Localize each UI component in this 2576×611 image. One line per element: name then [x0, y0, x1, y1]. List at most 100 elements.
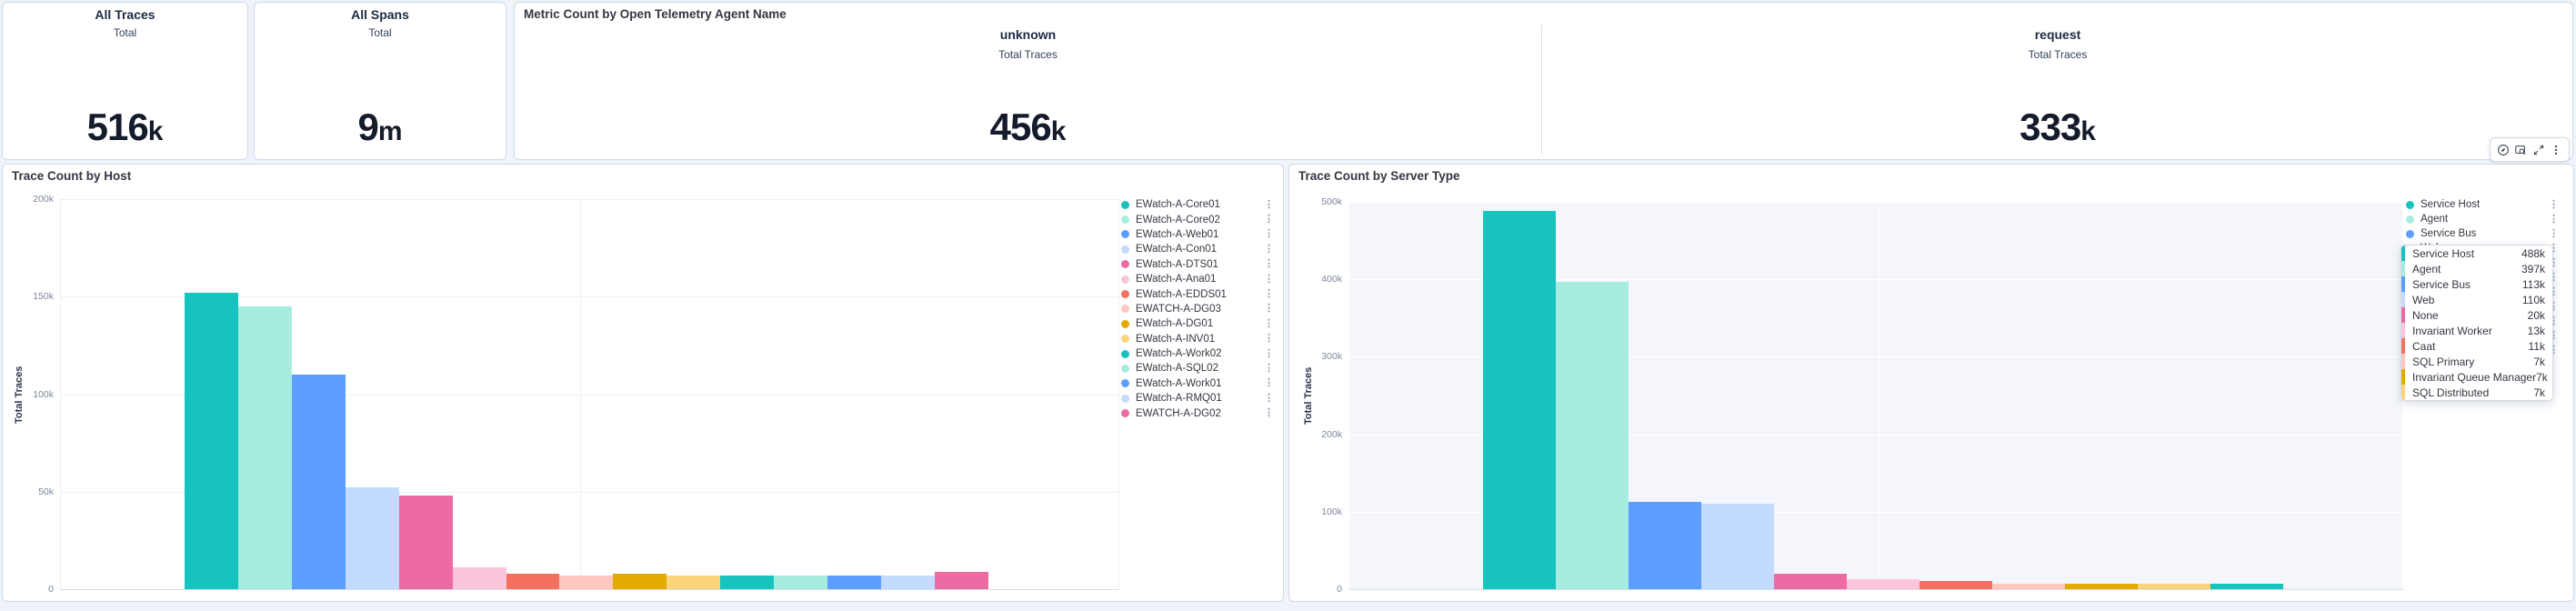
legend-actions-icon[interactable]: ⋮	[2549, 242, 2559, 254]
legend-label[interactable]: EWatch-A-Work01	[1136, 377, 1222, 389]
bar-EWatch-A-Work02[interactable]	[720, 576, 775, 589]
legend-actions-icon[interactable]: ⋮	[2549, 285, 2559, 297]
legend-label[interactable]: EWatch-A-RMQ01	[1136, 393, 1222, 405]
legend-actions-icon[interactable]: ⋮	[1264, 273, 1274, 285]
legend-actions-icon[interactable]: ⋮	[2549, 198, 2559, 210]
bar-Agent[interactable]	[1556, 281, 1629, 589]
legend-actions-icon[interactable]: ⋮	[2549, 213, 2559, 225]
bar-Invariant Worker[interactable]	[1847, 578, 1920, 589]
bar-Web[interactable]	[1701, 504, 1775, 589]
bar-Service Bus[interactable]	[1629, 501, 1702, 589]
legend-actions-icon[interactable]: ⋮	[1264, 333, 1274, 345]
bar-EWatch-A-INV01[interactable]	[667, 576, 721, 589]
gridline-horizontal	[61, 491, 1119, 493]
legend-label[interactable]: EWatch-A-DTS01	[1136, 258, 1218, 270]
legend-actions-icon[interactable]: ⋮	[1264, 303, 1274, 315]
panel-metric-count-by-otel-agent-name: Metric Count by Open Telemetry Agent Nam…	[514, 2, 2573, 160]
legend-item: Service Bus ⋮	[2406, 226, 2561, 241]
legend-actions-icon[interactable]: ⋮	[1264, 317, 1274, 329]
y-axis-tick-label: 400k	[1321, 274, 1342, 285]
y-axis-tick-label: 50k	[38, 486, 54, 497]
tooltip-row: Agent 397k	[2401, 261, 2552, 276]
tooltip-series-value: 11k	[2528, 339, 2545, 353]
plot-area[interactable]	[1349, 202, 2403, 590]
tooltip-series-name: Invariant Worker	[2412, 324, 2492, 337]
bar-EWatch-A-SQL02[interactable]	[774, 576, 827, 589]
legend-label[interactable]: EWATCH-A-DG02	[1136, 407, 1221, 419]
legend-label[interactable]: EWatch-A-Core02	[1136, 214, 1220, 225]
bar-Caat[interactable]	[1919, 580, 1992, 589]
bar-EWatch-A-Core02[interactable]	[238, 306, 292, 589]
bar-SQL Primary[interactable]	[1991, 584, 2065, 589]
bar-EWatch-A-Work01[interactable]	[827, 576, 881, 589]
bar-EWatch-A-Ana01[interactable]	[452, 567, 506, 589]
bar-Service Host[interactable]	[1483, 211, 1557, 589]
legend-label[interactable]: EWatch-A-EDDS01	[1136, 288, 1227, 300]
gridline-horizontal	[1349, 511, 2403, 513]
legend-label[interactable]: EWatch-A-Ana01	[1136, 274, 1217, 285]
bar-EWatch-A-Core01[interactable]	[185, 292, 239, 589]
legend-label[interactable]: EWatch-A-Core01	[1136, 199, 1220, 211]
legend-actions-icon[interactable]: ⋮	[2549, 227, 2559, 239]
bar-EWatch-A-RMQ01[interactable]	[880, 576, 935, 589]
legend-actions-icon[interactable]: ⋮	[2549, 329, 2559, 341]
legend-label[interactable]: EWatch-A-Web01	[1136, 228, 1219, 240]
legend-actions-icon[interactable]: ⋮	[1264, 288, 1274, 300]
bar-EWATCH-A-DG02[interactable]	[934, 571, 988, 589]
legend-actions-icon[interactable]: ⋮	[1264, 347, 1274, 359]
legend-color-dot	[1121, 215, 1129, 225]
legend-actions-icon[interactable]: ⋮	[2549, 315, 2559, 326]
legend-actions-icon[interactable]: ⋮	[1264, 214, 1274, 225]
legend-item: EWatch-A-DG01 ⋮	[1121, 316, 1276, 331]
legend-label[interactable]: Service Host	[2421, 199, 2481, 210]
legend-color-dot	[1121, 349, 1129, 358]
legend-actions-icon[interactable]: ⋮	[1264, 362, 1274, 374]
legend-actions-icon[interactable]: ⋮	[2549, 271, 2559, 283]
bar-EWatch-A-DG01[interactable]	[613, 573, 667, 589]
legend-actions-icon[interactable]: ⋮	[2549, 256, 2559, 268]
bar-series-11[interactable]	[2210, 584, 2283, 589]
y-axis-tick-label: 150k	[33, 291, 54, 303]
plot-area[interactable]	[60, 199, 1119, 590]
legend-actions-icon[interactable]: ⋮	[1264, 377, 1274, 389]
bar-None[interactable]	[1774, 573, 1848, 589]
bar-EWatch-A-Web01[interactable]	[291, 375, 346, 589]
gridline-vertical	[1118, 199, 1119, 589]
legend-label[interactable]: EWatch-A-INV01	[1136, 333, 1216, 345]
bar-EWATCH-A-DG03[interactable]	[559, 576, 614, 589]
legend-actions-icon[interactable]: ⋮	[1264, 407, 1274, 419]
bar-EWatch-A-Con01[interactable]	[345, 487, 399, 589]
inspect-icon[interactable]	[2514, 144, 2527, 156]
legend-actions-icon[interactable]: ⋮	[1264, 243, 1274, 255]
y-axis-tick-label: 100k	[33, 388, 54, 400]
bar-EWatch-A-EDDS01[interactable]	[506, 573, 560, 589]
legend-label[interactable]: EWatch-A-SQL02	[1136, 363, 1218, 375]
legend-actions-icon[interactable]: ⋮	[2549, 344, 2559, 356]
legend-item: EWatch-A-SQL02 ⋮	[1121, 361, 1276, 376]
gridline-horizontal	[61, 394, 1119, 396]
legend-actions-icon[interactable]: ⋮	[1264, 392, 1274, 404]
y-axis: 200k 150k 100k 50k 0	[3, 195, 54, 595]
tooltip-series-name: None	[2412, 308, 2439, 322]
tooltip-row: Caat 11k	[2401, 338, 2552, 354]
tooltip-color-stripe	[2401, 307, 2405, 323]
bar-SQL Distributed[interactable]	[2137, 584, 2210, 589]
legend-actions-icon[interactable]: ⋮	[2549, 300, 2559, 312]
more-vertical-icon[interactable]	[2550, 144, 2562, 156]
legend-actions-icon[interactable]: ⋮	[1264, 258, 1274, 270]
legend-label[interactable]: EWatch-A-Work02	[1136, 348, 1222, 360]
legend-label[interactable]: Agent	[2421, 214, 2449, 225]
legend-label[interactable]: Service Bus	[2421, 228, 2477, 239]
bar-Invariant Queue Manager[interactable]	[2064, 584, 2138, 589]
expand-icon[interactable]	[2532, 144, 2545, 156]
legend-label[interactable]: EWatch-A-DG01	[1136, 318, 1214, 330]
bar-EWatch-A-DTS01[interactable]	[398, 496, 453, 589]
legend-label[interactable]: EWATCH-A-DG03	[1136, 303, 1221, 315]
compass-icon[interactable]	[2497, 144, 2510, 156]
legend-color-dot	[1121, 200, 1129, 209]
legend-actions-icon[interactable]: ⋮	[1264, 228, 1274, 240]
legend-label[interactable]: EWatch-A-Con01	[1136, 244, 1218, 255]
legend-actions-icon[interactable]: ⋮	[1264, 198, 1274, 210]
y-axis: 500k 400k 300k 200k 100k 0	[1289, 197, 1342, 595]
tooltip-series-value: 7k	[2533, 355, 2545, 368]
